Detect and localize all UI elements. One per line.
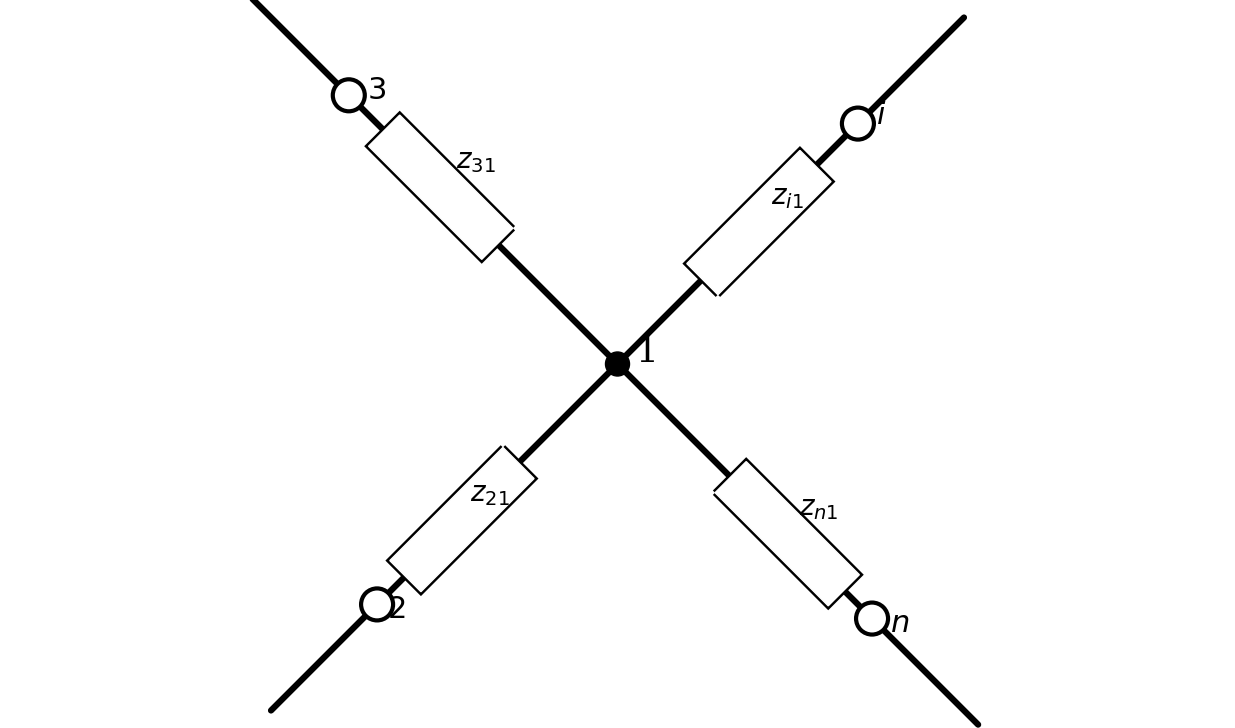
Text: $z_{21}$: $z_{21}$: [471, 480, 510, 507]
Circle shape: [332, 79, 364, 111]
Circle shape: [842, 108, 874, 140]
Text: 1: 1: [636, 335, 658, 369]
Circle shape: [856, 603, 888, 635]
Text: $i$: $i$: [876, 100, 887, 131]
Text: $3$: $3$: [367, 75, 385, 106]
Circle shape: [605, 352, 630, 376]
Polygon shape: [687, 151, 831, 295]
Circle shape: [361, 588, 393, 620]
Text: $z_{31}$: $z_{31}$: [456, 149, 495, 175]
Polygon shape: [715, 462, 860, 606]
Polygon shape: [390, 448, 534, 592]
Text: $2$: $2$: [387, 594, 405, 625]
Text: $z_{i1}$: $z_{i1}$: [771, 183, 804, 210]
Text: $z_{n1}$: $z_{n1}$: [799, 495, 839, 522]
Polygon shape: [368, 115, 513, 259]
Text: $n$: $n$: [890, 608, 909, 639]
